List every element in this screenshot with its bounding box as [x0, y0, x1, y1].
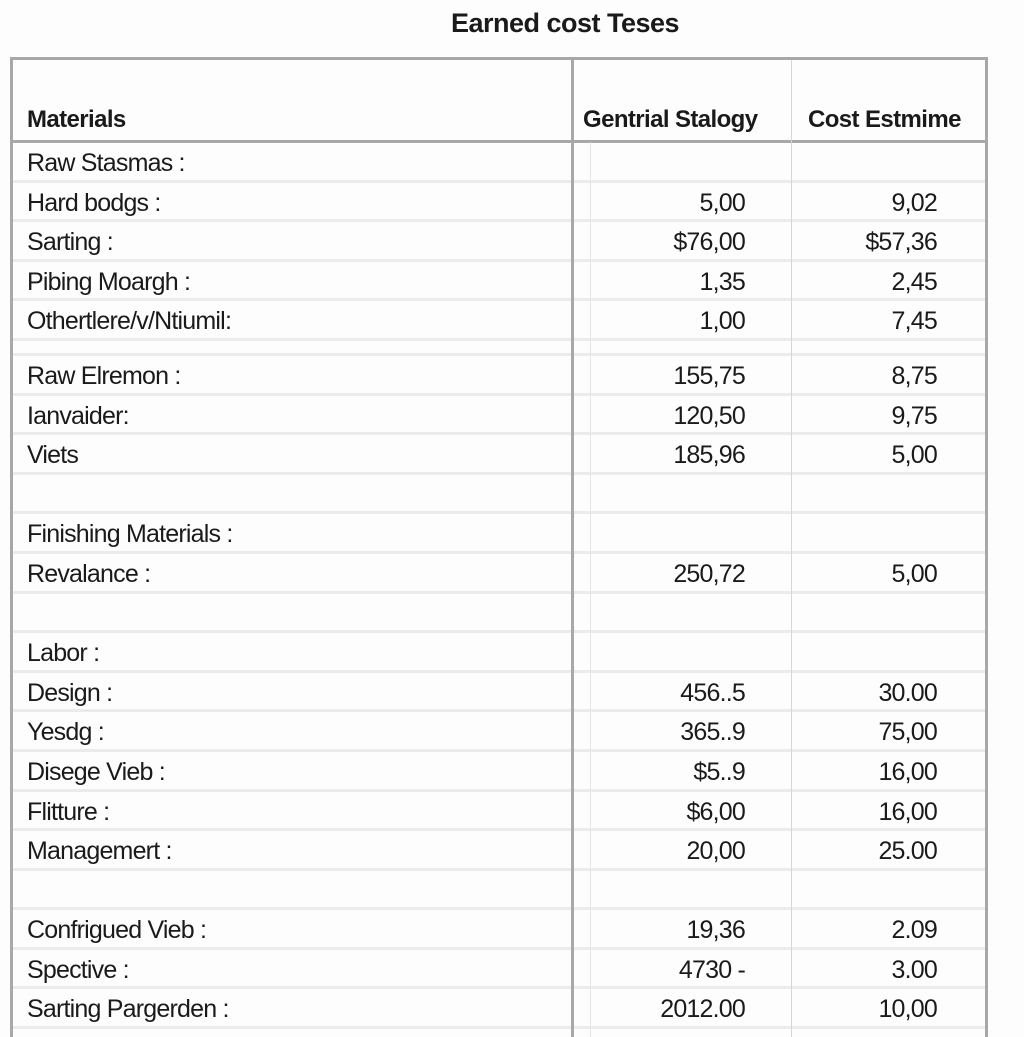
table-body: Raw Stasmas : Hard bodgs : 5,00 9,02 Sarting…	[13, 143, 985, 1030]
gentrial-stalogy-value: 20,00	[686, 837, 745, 866]
cost-estimate-value: 9,75	[891, 401, 938, 430]
cost-estimate-value: 16,00	[878, 797, 937, 826]
column-header-materials: Materials	[27, 106, 126, 133]
row-label: Raw Stasmas :	[27, 149, 186, 177]
table-row: Finishing Materials :	[13, 514, 985, 554]
gentrial-stalogy-value: 456..5	[680, 678, 746, 707]
gentrial-stalogy-value: 155,75	[673, 361, 745, 390]
gentrial-stalogy-value: 1,00	[699, 307, 746, 336]
cost-estimate-value: 16,00	[878, 757, 937, 786]
gentrial-stalogy-value: 2012.00	[660, 995, 746, 1024]
table-row	[13, 594, 985, 634]
cost-estimate-value: 30.00	[878, 678, 937, 707]
table-row: Confrigued Vieb : 19,36 2.09	[13, 910, 985, 950]
gentrial-stalogy-value: 120,50	[673, 401, 745, 430]
table-row	[13, 475, 985, 515]
table-row: Revalance : 250,72 5,00	[13, 554, 985, 594]
column-header-cost-estimate: Cost Estmime	[808, 106, 961, 133]
document-title: Earned cost Teses	[450, 8, 680, 38]
table-row: Viets 185,96 5,00	[13, 435, 985, 475]
cost-estimate-value: 8,75	[891, 361, 938, 390]
table-row: Sarting : $76,00 $57,36	[13, 222, 985, 262]
table-row: Hard bodgs : 5,00 9,02	[13, 183, 985, 223]
row-label: Managemert :	[27, 837, 172, 866]
row-label: Raw Elremon :	[27, 361, 181, 390]
row-label: Disege Vieb :	[27, 757, 166, 786]
gentrial-stalogy-value: 4730 -	[678, 955, 746, 984]
table-row: Raw Stasmas :	[13, 143, 985, 183]
table-row: Sarting Pargerden : 2012.00 10,00	[13, 989, 985, 1030]
cost-estimate-value: 2,45	[891, 267, 938, 296]
table-row: Spective : 4730 - 3.00	[13, 950, 985, 990]
column-header-gentrial-stalogy: Gentrial Stalogy	[583, 106, 758, 133]
cost-estimate-value: 2.09	[891, 916, 938, 945]
gentrial-stalogy-value: 5,00	[699, 188, 746, 217]
row-label: Revalance :	[27, 559, 151, 588]
cost-estimate-value: 5,00	[891, 441, 938, 470]
row-label: Design :	[27, 678, 113, 707]
table-row: Flitture : $6,00 16,00	[13, 792, 985, 832]
row-label: Pibing Moargh :	[27, 267, 191, 296]
row-label: Hard bodgs :	[27, 188, 161, 217]
gentrial-stalogy-value: $5..9	[693, 757, 745, 786]
row-label: Ianvaider:	[27, 401, 130, 430]
column-divider	[571, 60, 574, 1037]
row-label: Sarting :	[27, 228, 114, 257]
gentrial-stalogy-value: 19,36	[686, 916, 745, 945]
row-label: Othertlere/v/Ntiumil:	[27, 307, 232, 336]
table-row: Othertlere/v/Ntiumil: 1,00 7,45	[13, 301, 985, 341]
gentrial-stalogy-value: 1,35	[699, 267, 746, 296]
row-label: Spective :	[27, 955, 130, 984]
column-divider	[791, 60, 792, 1037]
row-label: Viets	[27, 441, 79, 470]
row-label: Sarting Pargerden :	[27, 995, 229, 1024]
cost-estimate-value: 9,02	[891, 188, 938, 217]
column-divider-light	[590, 142, 591, 1037]
cost-estimate-value: 75,00	[878, 718, 937, 747]
cost-estimate-value: 7,45	[891, 307, 938, 336]
gentrial-stalogy-value: 185,96	[673, 441, 745, 470]
table-header: Materials Gentrial Stalogy Cost Estmime	[13, 60, 985, 143]
table-row: Pibing Moargh : 1,35 2,45	[13, 262, 985, 302]
gentrial-stalogy-value: $76,00	[673, 228, 745, 257]
cost-estimate-value: 3.00	[891, 955, 938, 984]
table-row	[13, 341, 985, 356]
row-label: Yesdg :	[27, 718, 105, 747]
cost-estimate-value: 25.00	[878, 837, 937, 866]
cost-estimate-value: $57,36	[865, 228, 937, 257]
row-label: Flitture :	[27, 797, 110, 826]
gentrial-stalogy-value: 365..9	[680, 718, 746, 747]
row-label: Labor :	[27, 639, 100, 668]
row-label: Confrigued Vieb :	[27, 916, 207, 945]
gentrial-stalogy-value: 250,72	[673, 559, 745, 588]
row-label: Finishing Materials :	[27, 520, 233, 549]
cost-table: Materials Gentrial Stalogy Cost Estmime …	[10, 57, 988, 1037]
table-row: Ianvaider: 120,50 9,75	[13, 396, 985, 436]
table-row: Raw Elremon : 155,75 8,75	[13, 356, 985, 396]
table-row: Labor :	[13, 633, 985, 673]
table-row: Yesdg : 365..9 75,00	[13, 712, 985, 752]
table-row: Managemert : 20,00 25.00	[13, 831, 985, 871]
table-row	[13, 871, 985, 911]
gentrial-stalogy-value: $6,00	[686, 797, 745, 826]
table-row: Design : 456..5 30.00	[13, 673, 985, 713]
cost-estimate-value: 5,00	[891, 559, 938, 588]
cost-estimate-value: 10,00	[878, 995, 937, 1024]
table-row: Disege Vieb : $5..9 16,00	[13, 752, 985, 792]
